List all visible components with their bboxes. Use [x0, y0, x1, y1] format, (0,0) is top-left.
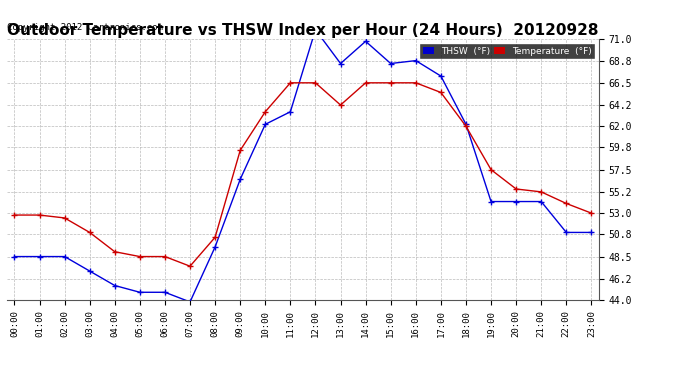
Text: Copyright 2012 Cartronics.com: Copyright 2012 Cartronics.com [7, 22, 163, 32]
Title: Outdoor Temperature vs THSW Index per Hour (24 Hours)  20120928: Outdoor Temperature vs THSW Index per Ho… [7, 23, 599, 38]
Legend: THSW  (°F), Temperature  (°F): THSW (°F), Temperature (°F) [420, 44, 594, 58]
